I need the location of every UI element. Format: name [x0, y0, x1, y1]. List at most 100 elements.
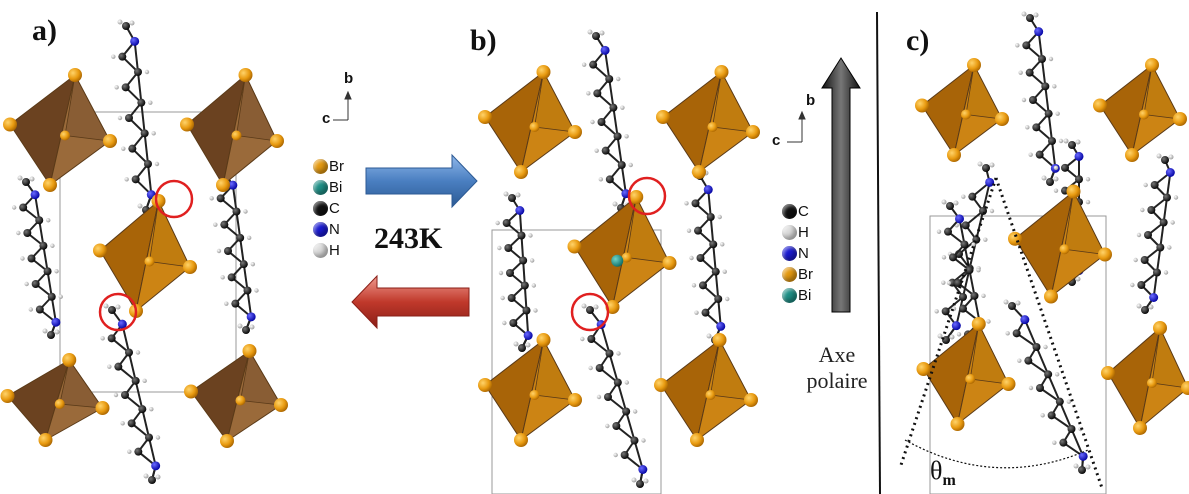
carbon-atom: [23, 229, 32, 237]
hydrogen-atom: [1028, 152, 1033, 157]
bromine-atom: [1008, 231, 1022, 246]
carbon-atom: [942, 336, 950, 344]
hydrogen-atom: [1085, 199, 1091, 205]
bromine-atom: [1153, 321, 1167, 335]
carbon-atom: [620, 451, 629, 459]
carbon-atom: [125, 114, 133, 122]
hydrogen-atom: [216, 248, 222, 254]
carbon-atom: [592, 32, 600, 40]
bromine-atom: [270, 134, 284, 148]
hydrogen-atom: [586, 91, 591, 96]
carbon-atom: [617, 161, 626, 169]
hydrogen-atom: [503, 191, 509, 197]
legend-item: Bi: [782, 285, 813, 306]
bond: [1047, 113, 1053, 142]
nitrogen-atom: [30, 190, 40, 200]
bromine-atom: [514, 165, 528, 179]
nitrogen-atom: [716, 321, 726, 331]
legend-label: Bi: [329, 179, 343, 196]
octahedron-face: [64, 73, 111, 142]
hydrogen-atom: [605, 423, 610, 429]
bibr6-octahedron: [478, 333, 582, 447]
hydrogen-atom: [1075, 276, 1081, 282]
octahedron-face: [965, 63, 1003, 120]
hydrogen-atom: [691, 283, 697, 288]
carbon-atom: [1055, 397, 1064, 406]
bromine-atom: [1101, 366, 1115, 380]
axis-indicator-b: [787, 110, 806, 143]
hydrogen-atom: [115, 304, 121, 310]
carbon-atom: [1036, 384, 1044, 392]
bond: [38, 220, 45, 246]
carbon-atom: [242, 326, 250, 334]
hydrogen-atom: [1063, 138, 1069, 144]
carbon-atom: [107, 334, 116, 343]
hydrogen-atom: [528, 233, 533, 238]
hydrogen-atom: [684, 201, 689, 206]
carbon-atom: [1156, 243, 1165, 252]
hydrogen-atom: [1167, 245, 1172, 250]
bond: [625, 411, 636, 441]
carbon-atom: [220, 220, 229, 229]
bromine-atom: [43, 178, 57, 192]
bromine-atom: [705, 390, 716, 400]
hydrogen-atom: [142, 378, 147, 384]
carbon-atom: [1150, 181, 1159, 189]
bromine-atom: [180, 117, 194, 132]
panel-label-c: c): [906, 24, 930, 57]
hydrogen-atom: [598, 177, 604, 182]
legend-label: N: [329, 221, 340, 238]
bromine-atom: [971, 317, 986, 331]
carbon-atom: [1140, 256, 1149, 264]
nitrogen-atom: [515, 206, 525, 215]
hydrogen-atom: [1085, 464, 1091, 470]
bromine-atom: [656, 110, 670, 124]
nitrogen-atom: [130, 36, 140, 46]
hydrogen-atom: [632, 409, 638, 414]
bromine-atom: [3, 117, 17, 132]
hydrogen-atom: [46, 218, 51, 223]
carbon-atom: [605, 175, 614, 184]
carbon-atom: [613, 132, 622, 141]
hydrogen-atom: [209, 196, 214, 201]
carbon-atom: [970, 291, 979, 300]
hydrogen-atom: [1028, 385, 1034, 391]
carbon-atom: [1061, 163, 1069, 172]
octahedron-face: [534, 338, 576, 401]
hydrogen-atom: [513, 341, 519, 347]
carbon-atom: [137, 98, 146, 107]
bromine-atom: [216, 178, 230, 192]
carbon-atom: [47, 292, 56, 301]
legend-label: Br: [798, 266, 813, 283]
carbon-atom: [519, 256, 528, 265]
hydrogen-atom: [628, 162, 633, 168]
unit-cell-b: [491, 229, 662, 494]
nitrogen-atom: [117, 319, 127, 329]
carbon-atom: [1032, 343, 1041, 351]
atom-swatch-icon: [313, 180, 328, 195]
panel-label-a: a): [32, 14, 57, 47]
hydrogen-atom: [643, 478, 649, 484]
methylviologen-cation: [1003, 299, 1091, 474]
unit-cell-a: [59, 111, 237, 393]
legend-item: Bi: [313, 177, 344, 198]
bromine-atom: [1139, 109, 1149, 120]
hydrogen-atom: [1156, 153, 1162, 159]
bond: [147, 163, 153, 195]
carbon-atom: [604, 393, 612, 401]
bromine-atom: [1098, 247, 1112, 262]
nitrogen-atom: [1149, 293, 1159, 302]
carbon-atom: [1038, 55, 1046, 63]
carbon-atom: [959, 293, 967, 301]
highlight-circle: [98, 292, 138, 332]
bond: [148, 437, 157, 467]
carbon-atom: [1041, 82, 1050, 91]
backward-transition-arrow: [351, 274, 470, 330]
bibr6-octahedron: [180, 68, 284, 192]
bromine-atom: [144, 256, 155, 267]
carbon-atom: [960, 240, 969, 249]
bromine-atom: [1066, 184, 1081, 199]
octahedron-face: [1143, 63, 1181, 120]
hydrogen-atom: [135, 350, 141, 355]
